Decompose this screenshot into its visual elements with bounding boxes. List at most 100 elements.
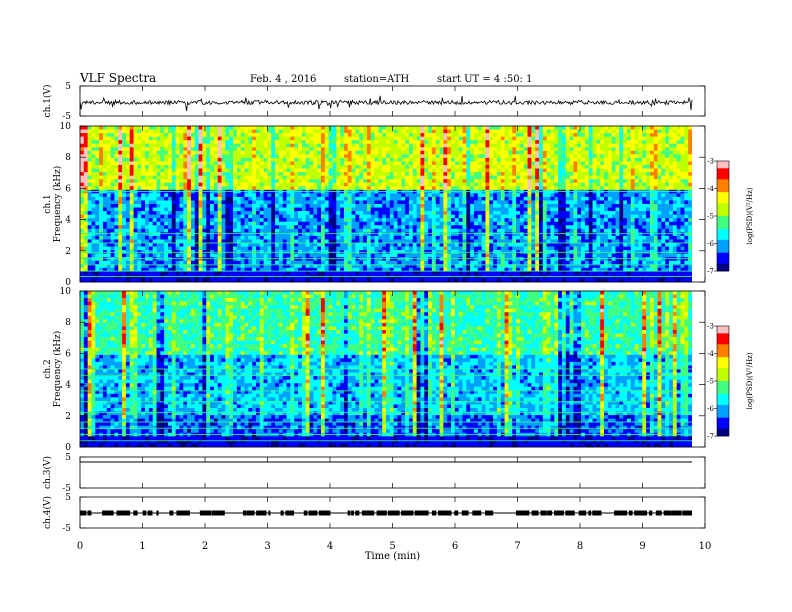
spectrogram-cell xyxy=(638,129,643,134)
spectrogram-cell xyxy=(382,232,387,237)
spectrogram-cell xyxy=(301,157,307,162)
spectrogram-cell xyxy=(577,200,582,205)
spectrogram-cell xyxy=(665,221,670,226)
spectrogram-cell xyxy=(604,126,609,130)
spectrogram-cell xyxy=(657,200,662,205)
spectrogram-cell xyxy=(240,182,245,187)
spectrogram-cell xyxy=(405,154,410,159)
spectrogram-cell xyxy=(217,204,222,208)
spectrogram-cell xyxy=(320,175,326,180)
spectrogram-cell xyxy=(447,129,452,134)
spectrogram-cell xyxy=(336,175,341,180)
spectrogram-cell xyxy=(160,136,165,141)
spectrogram-cell xyxy=(439,140,444,145)
spectrogram-cell xyxy=(558,175,563,180)
spectrogram-cell xyxy=(581,218,586,223)
spectrogram-cell xyxy=(665,204,670,208)
spectrogram-cell xyxy=(669,175,674,180)
spectrogram-cell xyxy=(137,165,142,169)
spectrogram-cell xyxy=(91,196,96,201)
spectrogram-cell xyxy=(653,129,658,134)
spectrogram-cell xyxy=(581,200,586,205)
spectrogram-cell xyxy=(225,165,230,169)
spectrogram-cell xyxy=(114,165,119,169)
spectrogram-cell xyxy=(458,126,463,130)
spectrogram-cell xyxy=(454,200,460,205)
spectrogram-cell xyxy=(634,214,639,219)
spectrogram-cell xyxy=(611,186,616,191)
spectrogram-cell xyxy=(630,179,635,184)
spectrogram-cell xyxy=(542,150,547,155)
spectrogram-cell xyxy=(278,204,284,208)
spectrogram-cell xyxy=(160,157,165,162)
spectrogram-cell xyxy=(623,182,628,187)
spectrogram-cell xyxy=(493,214,498,219)
spectrogram-cell xyxy=(190,172,196,176)
spectrogram-cell xyxy=(676,165,681,169)
spectrogram-cell xyxy=(374,133,379,137)
spectrogram-cell xyxy=(569,225,574,230)
spectrogram-cell xyxy=(133,147,138,152)
spectrogram-cell xyxy=(688,214,693,219)
spectrogram-cell xyxy=(588,175,593,180)
spectrogram-cell xyxy=(141,182,146,187)
spectrogram-cell xyxy=(496,211,502,215)
spectrogram-cell xyxy=(378,218,383,223)
spectrogram-cell xyxy=(118,204,123,208)
spectrogram-cell xyxy=(213,150,219,155)
spectrogram-cell xyxy=(550,161,555,166)
spectrogram-cell xyxy=(588,136,593,141)
spectrogram-cell xyxy=(122,214,127,219)
spectrogram-cell xyxy=(458,172,463,176)
spectrogram-cell xyxy=(600,140,605,145)
spectrogram-cell xyxy=(133,193,138,198)
spectrogram-cell xyxy=(133,165,138,169)
spectrogram-cell xyxy=(519,218,525,223)
spectrogram-cell xyxy=(561,129,567,134)
spectrogram-cell xyxy=(95,172,100,176)
spectrogram-cell xyxy=(424,218,429,223)
spectrogram-cell xyxy=(565,154,570,159)
spectrogram-cell xyxy=(328,218,333,223)
spectrogram-cell xyxy=(584,221,590,226)
spectrogram-cell xyxy=(634,172,639,176)
spectrogram-cell xyxy=(102,214,108,219)
spectrogram-cell xyxy=(156,193,161,198)
spectrogram-cell xyxy=(619,214,624,219)
spectrogram-cell xyxy=(87,140,92,145)
spectrogram-cell xyxy=(420,214,425,219)
spectrogram-cell xyxy=(298,140,303,145)
spectrogram-cell xyxy=(607,157,613,162)
spectrogram-cell xyxy=(596,157,601,162)
spectrogram-cell xyxy=(623,218,628,223)
spectrogram-cell xyxy=(581,140,586,145)
spectrogram-cell xyxy=(145,136,150,141)
spectrogram-cell xyxy=(558,157,563,162)
spectrogram-cell xyxy=(615,182,620,187)
spectrogram-cell xyxy=(473,129,479,134)
spectrogram-cell xyxy=(259,211,264,215)
spectrogram-cell xyxy=(542,218,547,223)
spectrogram-cell xyxy=(386,154,391,159)
spectrogram-cell xyxy=(340,129,345,134)
spectrogram-cell xyxy=(516,186,521,191)
spectrogram-cell xyxy=(160,228,165,233)
spectrogram-cell xyxy=(561,161,567,166)
spectrogram-cell xyxy=(198,204,203,208)
spectrogram-cell xyxy=(221,179,226,184)
spectrogram-cell xyxy=(106,140,111,145)
spectrogram-cell xyxy=(164,161,169,166)
spectrogram-cell xyxy=(328,228,333,233)
spectrogram-cell xyxy=(366,218,372,223)
spectrogram-cell xyxy=(619,136,624,141)
spectrogram-cell xyxy=(198,214,203,219)
spectrogram-cell xyxy=(340,196,345,201)
spectrogram-cell xyxy=(581,186,586,191)
spectrogram-cell xyxy=(393,154,398,159)
spectrogram-cell xyxy=(626,186,632,191)
spectrogram-cell xyxy=(458,179,463,184)
spectrogram-cell xyxy=(363,129,368,134)
spectrogram-cell xyxy=(680,150,685,155)
spectrogram-cell xyxy=(80,161,85,166)
spectrogram-cell xyxy=(351,126,356,130)
